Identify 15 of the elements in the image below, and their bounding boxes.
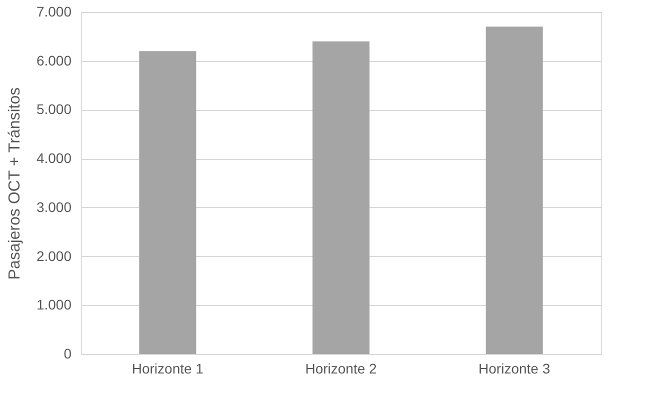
bar <box>312 41 370 354</box>
y-tick-label: 1.000 <box>36 296 72 313</box>
bar <box>139 51 196 354</box>
y-tick-label: 5.000 <box>36 101 72 118</box>
x-tick-label: Horizonte 2 <box>305 360 378 376</box>
x-tick-label: Horizonte 1 <box>132 360 204 376</box>
y-tick-label: 4.000 <box>36 150 72 166</box>
y-tick-label: 6.000 <box>36 52 72 68</box>
y-axis-title: Pasajeros OCT + Tránsitos <box>6 87 24 280</box>
y-tick-label: 3.000 <box>36 198 72 215</box>
y-tick-label: 2.000 <box>36 248 72 264</box>
y-tick-label: 7.000 <box>36 4 72 20</box>
y-tick-label: 0 <box>64 346 72 362</box>
bar <box>486 26 543 354</box>
x-tick-label: Horizonte 3 <box>478 360 550 376</box>
